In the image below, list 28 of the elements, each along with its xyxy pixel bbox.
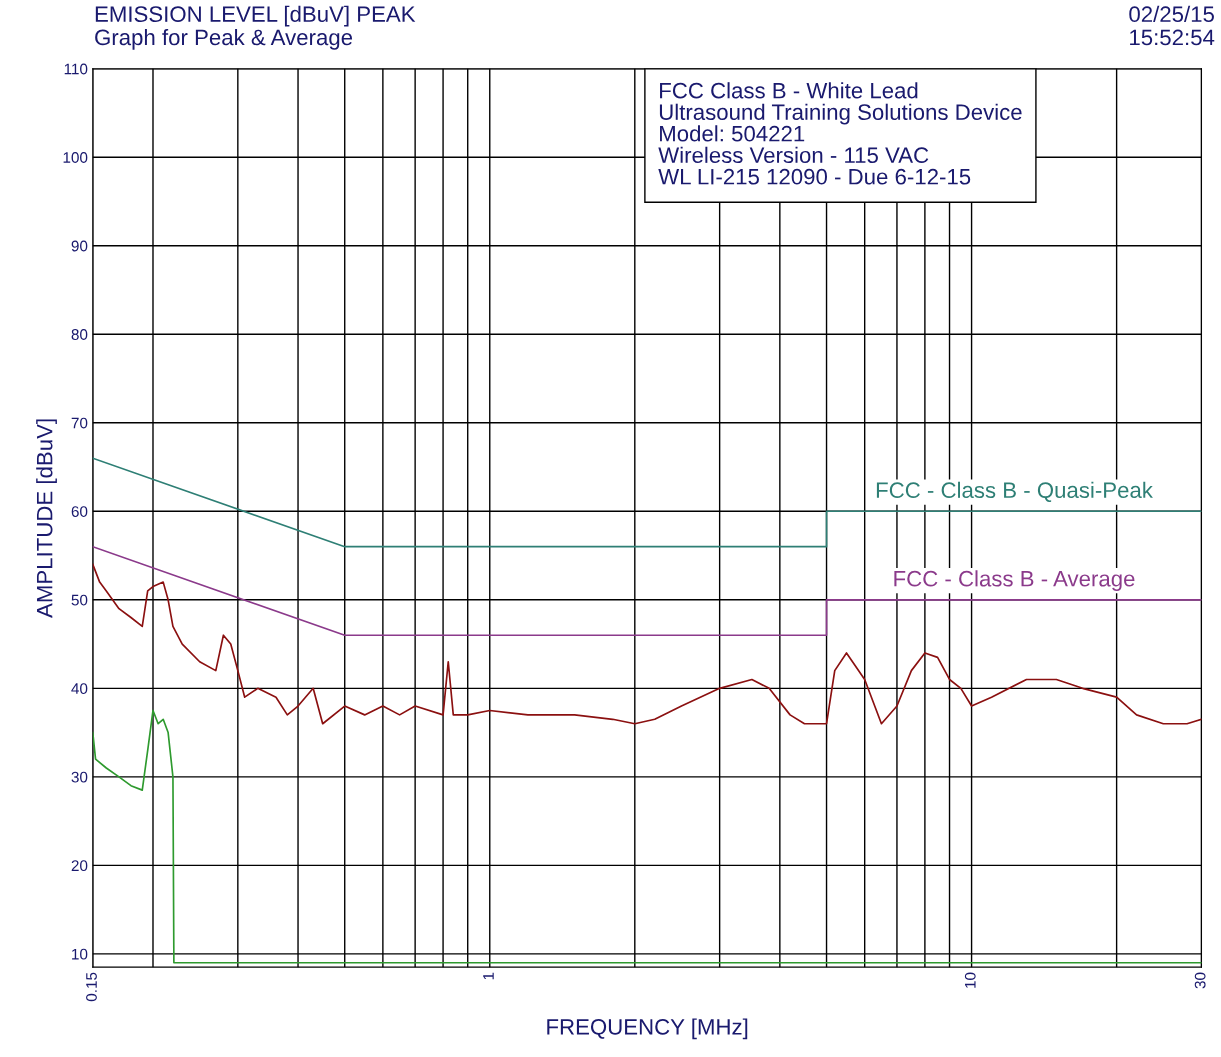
y-tick-label: 80 bbox=[71, 329, 88, 340]
y-tick-label: 40 bbox=[71, 683, 88, 695]
y-tick-label: 110 bbox=[64, 63, 88, 75]
y-tick-label: 30 bbox=[71, 771, 88, 783]
chart-subtitle: Graph for Peak & Average bbox=[95, 28, 353, 50]
y-tick-label: 50 bbox=[71, 594, 88, 606]
y-tick-label: 90 bbox=[71, 240, 88, 252]
annotation: WL LI-215 12090 - Due 6-12-15 bbox=[658, 168, 971, 185]
x-tick-label: 10 bbox=[964, 972, 976, 988]
x-tick-label: 1 bbox=[483, 972, 494, 980]
chart-title: EMISSION LEVEL [dBuV] PEAK bbox=[95, 5, 416, 27]
series-label: FCC - Class B - Average bbox=[894, 570, 1135, 591]
annotation: FCC Class B - White Lead bbox=[660, 82, 918, 99]
text: 15:52:54 bbox=[1130, 29, 1215, 46]
y-tick-label: 60 bbox=[71, 506, 88, 517]
y-tick-label: 100 bbox=[63, 152, 88, 163]
annotation: Wireless Version - 115 VAC bbox=[658, 146, 929, 164]
series-label: FCC - Class B - Quasi-Peak bbox=[876, 481, 1153, 503]
annotation: Ultrasound Training Solutions Device bbox=[659, 103, 1022, 125]
y-tick-label: 20 bbox=[71, 860, 88, 872]
y-axis-title: AMPLITUDE [dBuV] bbox=[36, 419, 57, 618]
y-tick-label: 10 bbox=[72, 948, 88, 960]
annotation: Model: 504221 bbox=[660, 125, 805, 142]
text: 02/25/15 bbox=[1129, 5, 1214, 23]
x-axis-title: FREQUENCY [MHz] bbox=[547, 1018, 748, 1040]
y-tick-label: 70 bbox=[71, 417, 88, 429]
x-tick-label: 0.15 bbox=[86, 972, 97, 1002]
x-tick-label: 30 bbox=[1194, 972, 1206, 989]
